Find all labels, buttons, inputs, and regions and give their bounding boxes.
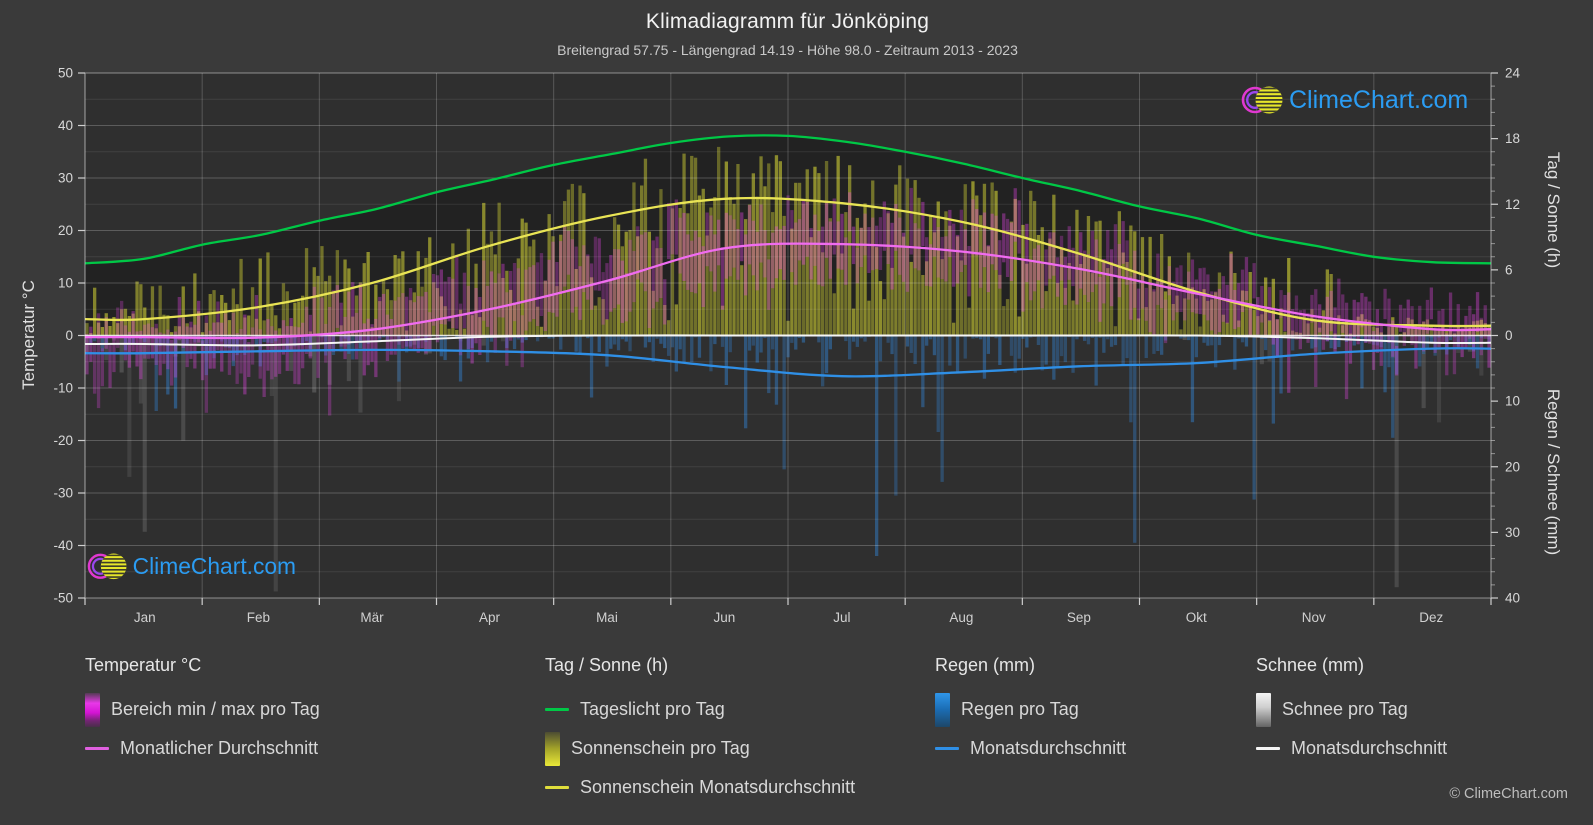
legend-item-label: Regen pro Tag bbox=[961, 699, 1079, 719]
legend-heading: Temperatur °C bbox=[85, 655, 202, 675]
gradient-magenta-swatch-icon bbox=[85, 692, 100, 727]
axis-tick-label: 40 bbox=[58, 118, 73, 133]
left-axis-title: Temperatur °C bbox=[19, 280, 38, 390]
axis-tick-label: -20 bbox=[53, 433, 73, 448]
line-blue-swatch-icon bbox=[935, 747, 959, 750]
axis-tick-label: -30 bbox=[53, 486, 73, 501]
axis-tick-label: Mär bbox=[360, 610, 384, 625]
axis-tick-label: Nov bbox=[1302, 610, 1326, 625]
line-white-swatch-icon bbox=[1256, 747, 1280, 750]
legend-column-0: Temperatur °C Bereich min / max pro Tag Mo… bbox=[85, 652, 320, 768]
legend-item: Monatsdurchschnitt bbox=[935, 729, 1126, 768]
legend-item-label: Sonnenschein pro Tag bbox=[571, 738, 750, 758]
axis-tick-label: Aug bbox=[949, 610, 973, 625]
legend-item-label: Monatlicher Durchschnitt bbox=[120, 738, 319, 758]
axis-tick-label: 0 bbox=[1505, 328, 1513, 343]
watermark-logo-top-right: ClimeChart.com bbox=[1241, 86, 1468, 114]
legend-item: Bereich min / max pro Tag bbox=[85, 690, 320, 729]
legend-item-label: Monatsdurchschnitt bbox=[1291, 738, 1448, 758]
legend-column-2: Regen (mm) Regen pro Tag Monatsdurchschnit… bbox=[935, 652, 1126, 768]
logo-text: ClimeChart.com bbox=[1289, 86, 1468, 114]
gradient-yellow-swatch-icon bbox=[545, 731, 560, 766]
axis-tick-label: Jun bbox=[714, 610, 736, 625]
axis-tick-label: 18 bbox=[1505, 131, 1520, 146]
daylight-line bbox=[84, 134, 1492, 265]
page-title: Klimadiagramm für Jönköping bbox=[645, 10, 930, 33]
climate-plot-svg: 50 40 30 20 10 0 -10 -20 -30 -40 -50 24 18 12 6 0 10 20 30… bbox=[19, 66, 1563, 626]
axis-tick-label: 30 bbox=[1505, 525, 1520, 540]
line-magenta-swatch-icon bbox=[85, 747, 109, 750]
legend-item: Monatsdurchschnitt bbox=[1256, 729, 1447, 768]
legend-item: Tageslicht pro Tag bbox=[545, 690, 855, 729]
axis-tick-label: Jan bbox=[134, 610, 156, 625]
legend-item-label: Sonnenschein Monatsdurchschnitt bbox=[580, 777, 856, 797]
legend-heading: Schnee (mm) bbox=[1256, 655, 1365, 675]
legend-item: Regen pro Tag bbox=[935, 690, 1126, 729]
copyright-text: © ClimeChart.com bbox=[1449, 786, 1568, 802]
axis-tick-label: 40 bbox=[1505, 591, 1520, 606]
right-bottom-axis-title: Regen / Schnee (mm) bbox=[1544, 389, 1563, 555]
legend-heading: Regen (mm) bbox=[935, 655, 1036, 675]
axis-tick-label: 20 bbox=[58, 223, 73, 238]
axis-tick-label: Okt bbox=[1186, 610, 1207, 625]
legend-item: Sonnenschein pro Tag bbox=[545, 729, 855, 768]
axis-tick-label: Dez bbox=[1419, 610, 1443, 625]
legend-item: Schnee pro Tag bbox=[1256, 690, 1447, 729]
legend-heading: Tag / Sonne (h) bbox=[545, 655, 669, 675]
logo-text: ClimeChart.com bbox=[133, 553, 296, 579]
snow-avg-line bbox=[84, 334, 1492, 347]
right-top-axis-title: Tag / Sonne (h) bbox=[1544, 152, 1563, 268]
axis-tick-label: Feb bbox=[247, 610, 270, 625]
axis-tick-label: 10 bbox=[58, 276, 73, 291]
legend-item: Monatlicher Durchschnitt bbox=[85, 729, 320, 768]
axis-tick-label: 20 bbox=[1505, 459, 1520, 474]
axis-tick-label: 24 bbox=[1505, 66, 1521, 81]
rain-daily-bars bbox=[89, 335, 1491, 556]
gradient-blue-swatch-icon bbox=[935, 692, 950, 727]
legend-column-3: Schnee (mm) Schnee pro Tag Monatsdurchschn… bbox=[1256, 652, 1447, 768]
axes: 50 40 30 20 10 0 -10 -20 -30 -40 -50 24 18 12 6 0 10 20 30… bbox=[19, 66, 1563, 626]
axis-tick-label: Apr bbox=[479, 610, 501, 625]
daylight-area bbox=[85, 135, 1491, 336]
axis-tick-label: Sep bbox=[1067, 610, 1091, 625]
page-subtitle: Breitengrad 57.75 - Längengrad 14.19 - H… bbox=[557, 42, 1018, 58]
watermark-logo-bottom-left: ClimeChart.com bbox=[87, 553, 296, 580]
axis-tick-label: -40 bbox=[53, 538, 73, 553]
sunshine-daily-bars bbox=[85, 146, 1491, 336]
axis-tick-label: 0 bbox=[65, 328, 73, 343]
axis-tick-label: Mai bbox=[596, 610, 618, 625]
legend-item-label: Bereich min / max pro Tag bbox=[111, 699, 320, 719]
legend-column-1: Tag / Sonne (h) Tageslicht pro Tag Sonnens… bbox=[545, 652, 855, 807]
legend-item-label: Tageslicht pro Tag bbox=[580, 699, 725, 719]
axis-tick-label: 6 bbox=[1505, 262, 1513, 277]
axis-tick-label: 10 bbox=[1505, 394, 1520, 409]
axis-tick-label: -10 bbox=[53, 381, 73, 396]
sunshine-avg-line bbox=[84, 196, 1492, 328]
rain-avg-line bbox=[84, 347, 1492, 378]
legend-item-label: Schnee pro Tag bbox=[1282, 699, 1408, 719]
gradient-white-swatch-icon bbox=[1256, 692, 1271, 727]
axis-tick-label: 30 bbox=[58, 171, 73, 186]
line-green-swatch-icon bbox=[545, 708, 569, 711]
axis-tick-label: Jul bbox=[833, 610, 850, 625]
line-yellow-swatch-icon bbox=[545, 786, 569, 789]
axis-tick-label: -50 bbox=[53, 591, 73, 606]
legend-item: Sonnenschein Monatsdurchschnitt bbox=[545, 768, 855, 807]
axis-tick-label: 12 bbox=[1505, 197, 1520, 212]
temp-avg-line bbox=[84, 242, 1492, 340]
legend-item-label: Monatsdurchschnitt bbox=[970, 738, 1127, 758]
axis-tick-label: 50 bbox=[58, 66, 73, 81]
